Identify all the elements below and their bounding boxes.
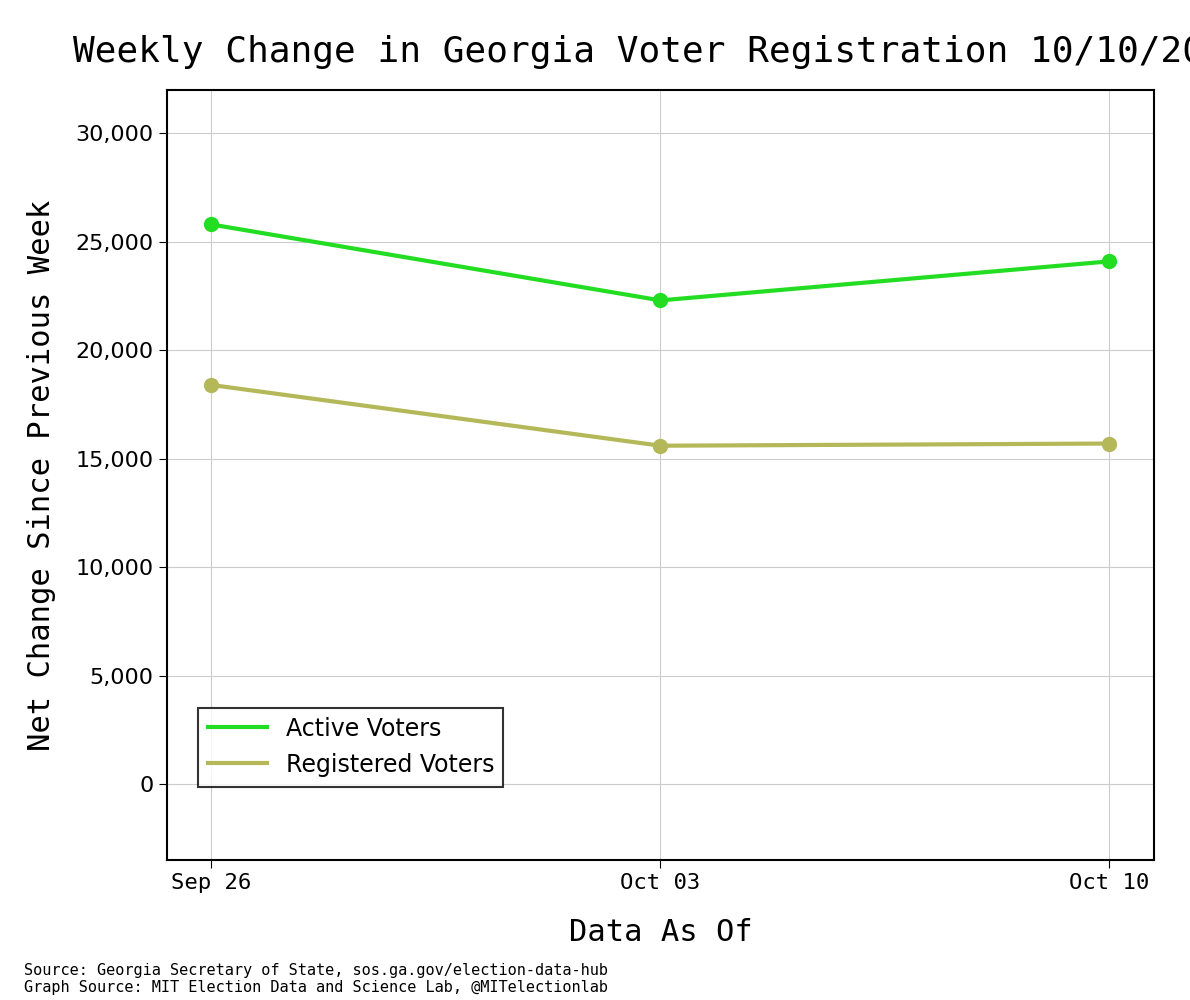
Registered Voters <box>1102 438 1116 450</box>
X-axis label: Data As Of: Data As Of <box>569 918 752 947</box>
Active Voters <box>1102 255 1116 267</box>
Title: Weekly Change in Georgia Voter Registration 10/10/2024: Weekly Change in Georgia Voter Registrat… <box>74 35 1190 69</box>
Line: Registered Voters: Registered Voters <box>205 378 1116 453</box>
Line: Active Voters: Active Voters <box>205 218 1116 307</box>
Y-axis label: Net Change Since Previous Week: Net Change Since Previous Week <box>27 199 56 751</box>
Registered Voters <box>653 440 668 452</box>
Registered Voters <box>205 379 219 391</box>
Active Voters <box>205 218 219 230</box>
Active Voters <box>653 294 668 306</box>
Legend: Active Voters, Registered Voters: Active Voters, Registered Voters <box>199 708 503 787</box>
Text: Source: Georgia Secretary of State, sos.ga.gov/election-data-hub
Graph Source: M: Source: Georgia Secretary of State, sos.… <box>24 963 608 995</box>
